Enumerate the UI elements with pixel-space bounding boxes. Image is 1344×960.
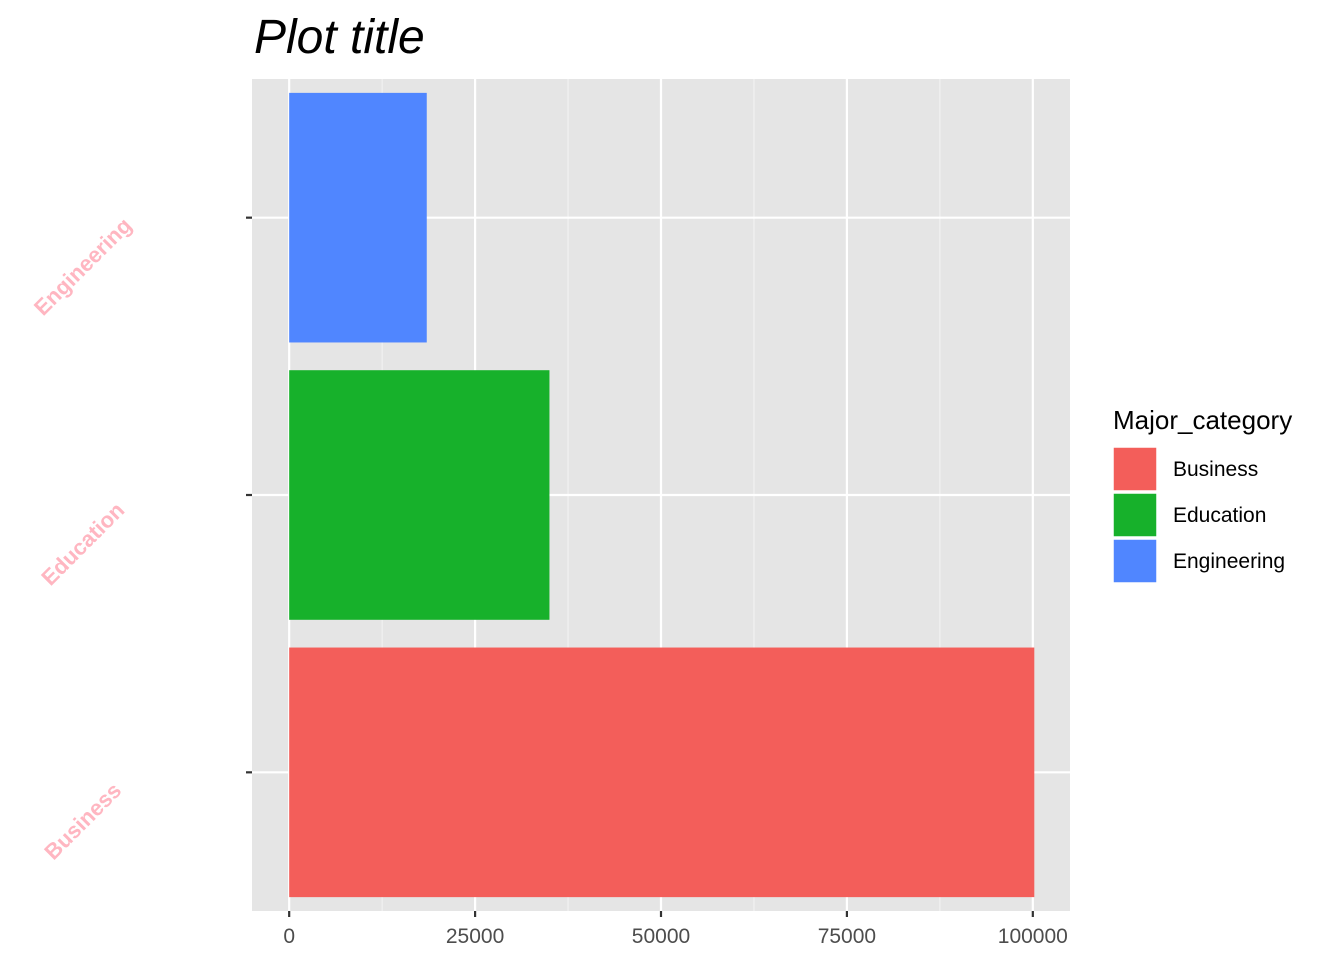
y-axis-labels: Business Education Engineering — [29, 213, 137, 865]
bars — [289, 92, 1035, 898]
y-tick-label: Education — [36, 497, 129, 590]
x-tick-label: 25000 — [446, 925, 504, 948]
chart-title: Plot title — [254, 11, 425, 64]
bar-education — [289, 370, 550, 620]
x-tick-label: 75000 — [818, 925, 876, 948]
y-axis-ticks — [246, 216, 252, 774]
legend-label: Engineering — [1173, 550, 1285, 573]
y-tick-label: Business — [39, 778, 126, 865]
legend-key-engineering — [1112, 538, 1158, 584]
x-tick-label: 0 — [283, 925, 295, 948]
legend: Major_category Business Education Engineer… — [1112, 405, 1292, 584]
x-tick-label: 50000 — [632, 925, 690, 948]
x-axis-ticks — [288, 911, 1034, 917]
x-tick-label: 100000 — [998, 925, 1068, 948]
legend-label: Education — [1173, 504, 1266, 527]
bar-engineering — [289, 92, 427, 343]
bar-business — [289, 647, 1035, 898]
x-axis-labels: 0 25000 50000 75000 100000 — [283, 925, 1068, 948]
legend-label: Business — [1173, 458, 1258, 481]
legend-entries: Business Education Engineering — [1112, 446, 1285, 584]
legend-key-business — [1112, 446, 1158, 492]
legend-key-education — [1112, 492, 1158, 538]
legend-title: Major_category — [1113, 405, 1292, 435]
y-tick-label: Engineering — [29, 213, 137, 321]
